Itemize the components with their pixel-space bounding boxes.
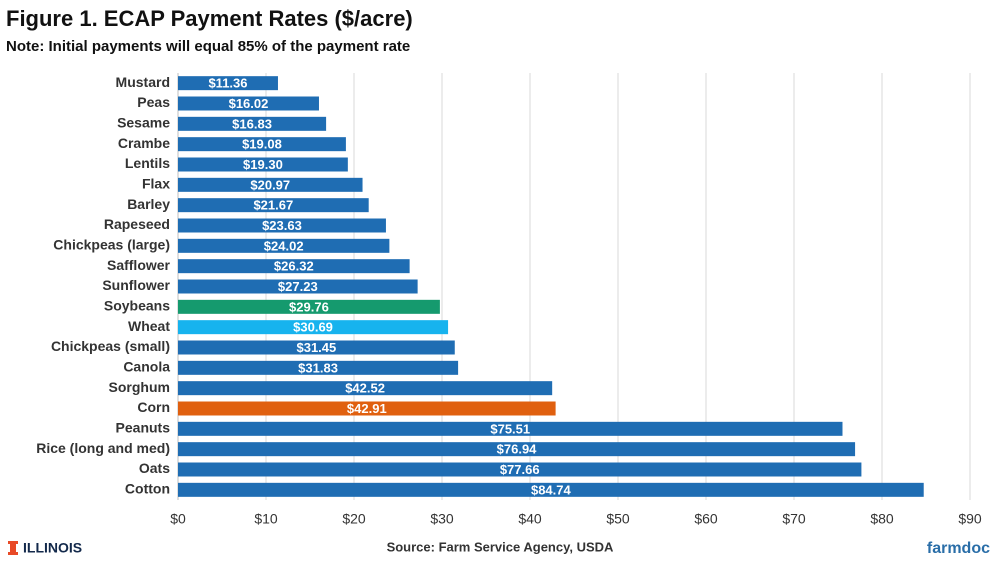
- value-label: $30.69: [293, 320, 333, 335]
- value-label: $42.52: [345, 381, 385, 396]
- value-label: $19.08: [242, 137, 282, 152]
- bar: [178, 177, 363, 192]
- y-tick-label: Chickpeas (small): [51, 338, 170, 354]
- y-tick-label: Chickpeas (large): [53, 237, 170, 253]
- value-label: $84.74: [531, 482, 572, 497]
- value-label: $23.63: [262, 218, 302, 233]
- value-label: $42.91: [347, 401, 387, 416]
- bar: [178, 76, 278, 91]
- bar: [178, 381, 553, 396]
- y-tick-label: Mustard: [116, 74, 170, 90]
- bar: [178, 198, 369, 213]
- bar: [178, 442, 856, 457]
- value-label: $77.66: [500, 462, 540, 477]
- value-label: $21.67: [253, 198, 293, 213]
- y-tick-label: Barley: [127, 196, 170, 212]
- bar: [178, 279, 418, 294]
- bar: [178, 157, 348, 172]
- y-tick-label: Wheat: [128, 318, 170, 334]
- logo-text: ILLINOIS: [23, 540, 82, 556]
- value-label: $16.83: [232, 116, 272, 131]
- bar: [178, 218, 386, 233]
- y-tick-label: Sesame: [117, 115, 170, 131]
- x-tick-label: $80: [870, 511, 894, 527]
- bar: [178, 462, 862, 477]
- value-label: $76.94: [497, 442, 538, 457]
- y-tick-label: Peas: [137, 94, 170, 110]
- bar: [178, 259, 410, 274]
- x-tick-label: $40: [518, 511, 542, 527]
- y-tick-label: Crambe: [118, 135, 170, 151]
- value-label: $20.97: [250, 177, 290, 192]
- bar: [178, 238, 390, 253]
- y-tick-label: Flax: [142, 176, 170, 192]
- value-label: $16.02: [229, 96, 269, 111]
- bar: [178, 116, 327, 131]
- x-tick-label: $30: [430, 511, 454, 527]
- value-label: $19.30: [243, 157, 283, 172]
- value-label: $27.23: [278, 279, 318, 294]
- chart-subtitle: Note: Initial payments will equal 85% of…: [6, 38, 410, 55]
- bar: [178, 360, 459, 375]
- bar: [178, 96, 319, 111]
- bar: [178, 340, 455, 355]
- y-tick-label: Sunflower: [102, 277, 170, 293]
- y-tick-label: Corn: [137, 399, 170, 415]
- x-tick-label: $50: [606, 511, 630, 527]
- bar: [178, 401, 556, 416]
- source: Source: Farm Service Agency, USDA: [387, 539, 614, 554]
- y-tick-label: Peanuts: [116, 420, 171, 436]
- value-label: $31.83: [298, 360, 338, 375]
- y-tick-label: Rice (long and med): [36, 440, 170, 456]
- bar: [178, 421, 843, 436]
- x-tick-label: $90: [958, 511, 982, 527]
- x-tick-label: $20: [342, 511, 366, 527]
- value-label: $26.32: [274, 259, 314, 274]
- y-tick-label: Lentils: [125, 155, 170, 171]
- y-tick-label: Cotton: [125, 481, 170, 497]
- x-tick-label: $10: [254, 511, 278, 527]
- x-tick-label: $60: [694, 511, 718, 527]
- value-label: $31.45: [296, 340, 336, 355]
- y-tick-label: Oats: [139, 460, 170, 476]
- bar: [178, 482, 924, 497]
- x-tick-label: $70: [782, 511, 806, 527]
- y-tick-label: Safflower: [107, 257, 171, 273]
- y-tick-label: Sorghum: [109, 379, 170, 395]
- value-label: $11.36: [208, 76, 247, 91]
- chart-title: Figure 1. ECAP Payment Rates ($/acre): [6, 6, 413, 31]
- value-label: $29.76: [289, 299, 329, 314]
- brand: farmdoc: [927, 540, 990, 557]
- logo-icon: [8, 541, 18, 555]
- y-tick-label: Canola: [123, 359, 170, 375]
- bar: [178, 299, 440, 314]
- y-tick-label: Rapeseed: [104, 216, 170, 232]
- value-label: $24.02: [264, 238, 304, 253]
- x-tick-label: $0: [170, 511, 186, 527]
- value-label: $75.51: [490, 421, 530, 436]
- bar: [178, 320, 449, 335]
- bar: [178, 137, 346, 152]
- y-tick-label: Soybeans: [104, 298, 170, 314]
